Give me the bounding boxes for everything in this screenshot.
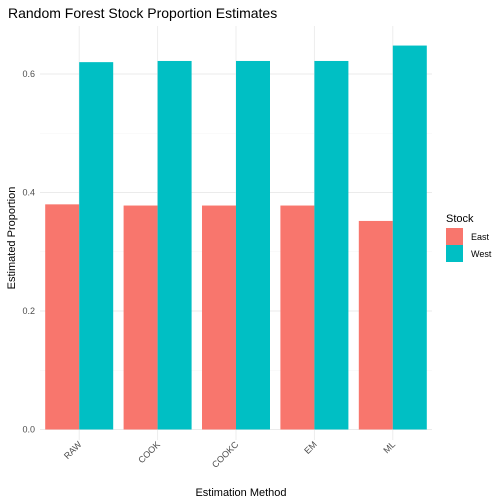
bar-west-ml	[392, 45, 427, 430]
bar-east-em	[280, 205, 315, 430]
y-tick-label: 0.0	[22, 425, 35, 435]
x-tick-label: COOKC	[210, 439, 241, 470]
bar-east-raw	[45, 204, 80, 430]
x-tick-label: ML	[381, 439, 397, 455]
y-tick-label: 0.6	[22, 69, 35, 79]
y-axis-title: Estimated Proportion	[6, 187, 18, 290]
legend-key-west	[446, 245, 463, 262]
legend: Stock East West	[446, 213, 492, 262]
legend-title: Stock	[446, 213, 474, 225]
x-tick-label: COOK	[136, 439, 162, 465]
x-axis-ticks: RAW COOK COOKC EM ML	[62, 439, 397, 470]
bar-east-cookc	[202, 205, 236, 430]
bar-west-cookc	[236, 60, 270, 430]
legend-key-east	[446, 228, 463, 245]
legend-label-east: East	[471, 232, 490, 242]
bar-west-raw	[79, 62, 114, 430]
y-tick-label: 0.4	[22, 188, 35, 198]
bar-east-ml	[358, 220, 393, 430]
x-axis-title: Estimation Method	[195, 487, 286, 499]
legend-label-west: West	[471, 249, 492, 259]
x-tick-label: EM	[302, 439, 319, 456]
bar-east-cook	[123, 205, 158, 430]
x-tick-label: RAW	[62, 439, 84, 461]
y-axis-ticks: 0.0 0.2 0.4 0.6	[22, 69, 35, 435]
bars	[45, 45, 427, 430]
bar-west-em	[314, 60, 349, 430]
y-tick-label: 0.2	[22, 306, 35, 316]
chart-title: Random Forest Stock Proportion Estimates	[8, 5, 277, 21]
bar-west-cook	[157, 60, 192, 430]
